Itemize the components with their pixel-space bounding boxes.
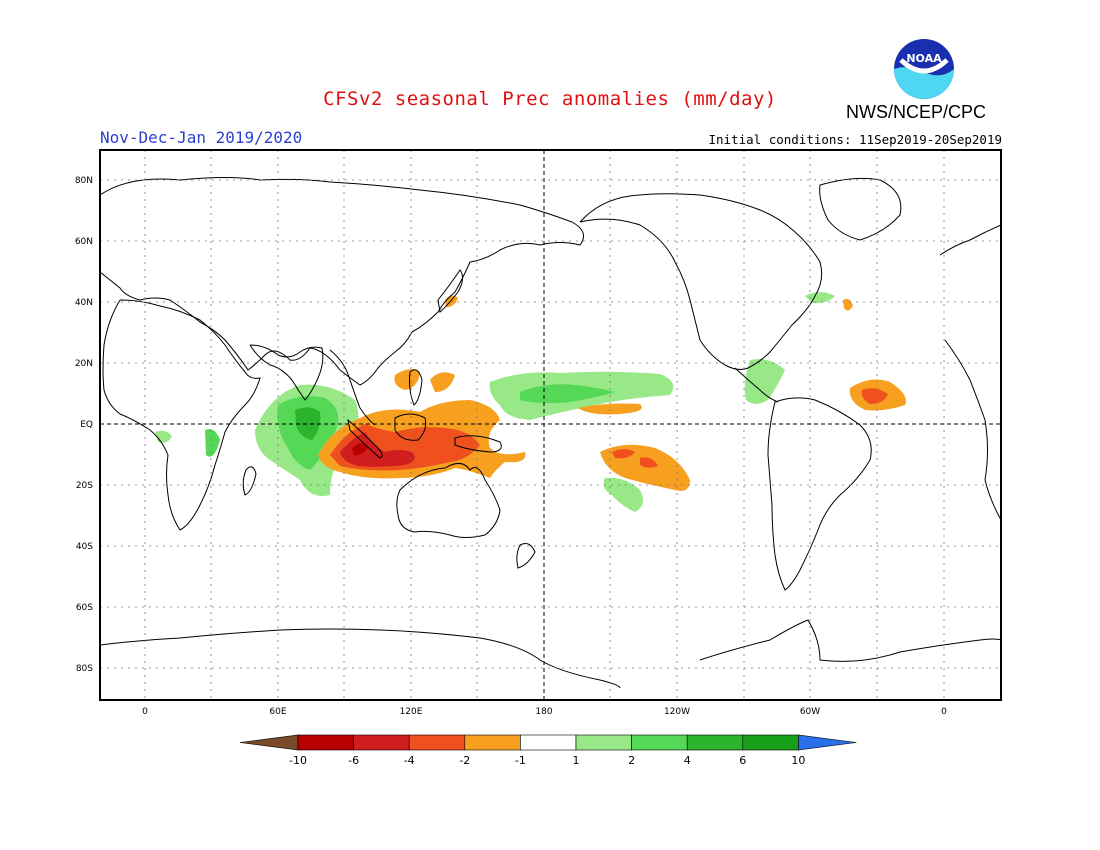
coastline-africa (102, 299, 261, 531)
map-title: CFSv2 seasonal Prec anomalies (mm/day) (323, 88, 777, 110)
lat-label-80s: 80S (76, 664, 93, 674)
latitude-labels: 80N 60N 40N 20N EQ 20S 40S 60S 80S (75, 176, 93, 674)
lon-label-60w: 60W (800, 707, 820, 717)
organization-label: NWS/NCEP/CPC (846, 102, 987, 122)
anomaly-dry-maritime-max-2 (352, 443, 368, 456)
map-frame (99, 149, 1002, 701)
lat-label-80n: 80N (75, 176, 93, 186)
lon-label-120w: 120W (664, 707, 690, 717)
colorbar-swatch (686, 734, 744, 751)
coastline-philippines (409, 369, 423, 406)
anomaly-dry-maritime-max (340, 432, 415, 467)
colorbar-swatch (575, 734, 632, 751)
initial-conditions: Initial conditions: 11Sep2019-20Sep2019 (708, 132, 1003, 147)
lon-label-0: 0 (142, 707, 148, 717)
anomaly-dry-spcz-core-2 (640, 457, 658, 468)
lat-label-40s: 40S (76, 542, 93, 552)
lon-label-120e: 120E (400, 707, 423, 717)
lat-label-20s: 20S (76, 481, 93, 491)
colorbar-label: 6 (739, 754, 746, 767)
coastlines (100, 177, 1001, 689)
noaa-logo-text: NOAA (906, 52, 942, 65)
colorbar-swatch (742, 734, 799, 751)
anomaly-dry-itcz-edge (578, 403, 642, 415)
colorbar-label: -6 (348, 754, 359, 767)
anomaly-wet-central-america (744, 359, 785, 404)
anomaly-dry-philippine-sea (394, 369, 420, 390)
coastline-japan (437, 269, 464, 313)
graticule (100, 150, 1001, 700)
lat-label-eq: EQ (80, 420, 93, 430)
colorbar-label: 2 (628, 754, 635, 767)
longitude-labels: 0 60E 120E 180 120W 60W 0 (142, 707, 947, 717)
colorbar-label: 1 (573, 754, 580, 767)
coastline-new-zealand (516, 543, 536, 569)
coastline-eurasia (100, 177, 585, 386)
colorbar-label: 4 (684, 754, 691, 767)
coastline-north-america (579, 193, 823, 370)
colorbar-swatch (631, 734, 688, 751)
coastline-madagascar (242, 466, 257, 496)
lat-label-60n: 60N (75, 237, 93, 247)
anomaly-wet-indian-ocean-max (295, 407, 321, 440)
colorbar-swatch-high (798, 734, 857, 751)
colorbar-swatch (464, 734, 521, 751)
colorbar-swatch (353, 734, 410, 751)
colorbar-label: -10 (289, 754, 307, 767)
colorbar-label: -1 (515, 754, 526, 767)
coastline-australia (396, 463, 501, 538)
lat-label-20n: 20N (75, 359, 93, 369)
colorbar-label: 10 (791, 754, 805, 767)
coastline-greenland (819, 177, 902, 241)
lat-label-60s: 60S (76, 603, 93, 613)
forecast-period: Nov-Dec-Jan 2019/2020 (100, 128, 303, 147)
coastline-africa-east-edge (944, 339, 1001, 521)
colorbar-swatch (408, 734, 466, 751)
colorbar-swatch (297, 734, 354, 751)
coastline-se-asia (329, 349, 376, 426)
coastline-borneo (394, 413, 427, 441)
coastline-central-america (734, 367, 779, 403)
map-background (100, 150, 1001, 700)
colorbar: -10 -6 -4 -2 -1 1 2 4 6 10 (239, 734, 857, 767)
coastline-europe-east-edge (939, 224, 1001, 256)
coastline-new-guinea (454, 435, 502, 453)
colorbar-swatch-low (239, 734, 299, 751)
lat-label-40n: 40N (75, 298, 93, 308)
colorbar-swatch (520, 734, 577, 751)
coastline-antarctica-west (699, 619, 1001, 662)
coastline-south-america (767, 397, 872, 591)
colorbar-label: -4 (404, 754, 415, 767)
coastline-india (249, 344, 324, 401)
anomaly-shading (155, 292, 906, 512)
lon-label-0-east: 0 (941, 707, 947, 717)
lon-label-180: 180 (535, 707, 552, 717)
lon-label-60e: 60E (269, 707, 286, 717)
anomaly-wet-south-pacific (603, 477, 644, 512)
coastline-antarctica (100, 628, 621, 689)
anomaly-dry-north-atlantic-core (861, 388, 888, 404)
anomaly-wet-east-africa (205, 429, 220, 457)
colorbar-label: -2 (459, 754, 470, 767)
coastline-sumatra (347, 418, 383, 459)
anomaly-dry-spcz-core (612, 449, 635, 459)
noaa-logo: NOAA (894, 39, 954, 99)
anomaly-dry-philippine-sea-2 (430, 372, 455, 392)
